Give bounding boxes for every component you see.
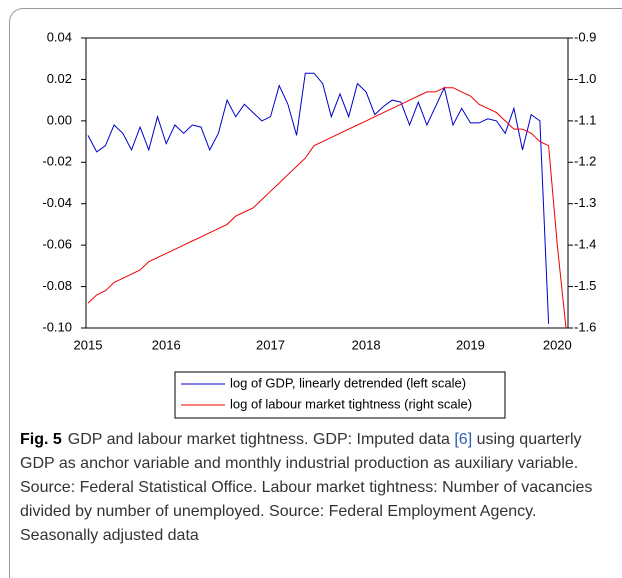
y-tick-label: -0.10	[42, 319, 72, 334]
caption-label: Fig. 5	[20, 431, 62, 448]
y2-tick-label: -1.0	[574, 71, 596, 86]
y2-tick-label: -1.1	[574, 112, 596, 127]
x-tick-label: 2017	[256, 337, 285, 352]
series-line	[87, 72, 550, 324]
y2-tick-label: -1.4	[574, 237, 596, 252]
y-tick-label: -0.08	[42, 278, 72, 293]
caption-text: GDP and labour market tightness. GDP: Im…	[67, 431, 455, 448]
y-tick-label: 0.00	[47, 112, 72, 127]
caption-text: using quarterly GDP as anchor variable a…	[20, 431, 593, 544]
y2-tick-label: -1.3	[574, 195, 596, 210]
x-tick-label: 2018	[352, 337, 381, 352]
figure-frame	[9, 8, 622, 578]
plot-frame	[85, 37, 569, 329]
legend-box	[174, 371, 506, 419]
y2-tick-label: -1.6	[574, 319, 596, 334]
legend-label: log of GDP, linearly detrended (left sca…	[230, 375, 466, 390]
x-tick-label: 2015	[74, 337, 103, 352]
x-tick-label: 2016	[152, 337, 181, 352]
y-tick-label: 0.04	[47, 29, 72, 44]
y2-tick-label: -1.5	[574, 278, 596, 293]
chart: 0.04 0.02 0.00 -0.02 -0.04 -0.06 -0.08 -0.10 -0.…	[42, 29, 596, 419]
x-tick-label: 2020	[543, 337, 572, 352]
legend-label: log of labour market tightness (right sc…	[230, 396, 472, 411]
y-tick-label: -0.04	[42, 195, 72, 210]
y-tick-label: -0.02	[42, 154, 72, 169]
caption-ref: [6]	[454, 431, 473, 448]
series-line	[87, 87, 567, 329]
y-tick-label: 0.02	[47, 71, 72, 86]
y2-tick-label: -0.9	[574, 29, 596, 44]
x-tick-label: 2019	[456, 337, 485, 352]
y-tick-label: -0.06	[42, 237, 72, 252]
y2-tick-label: -1.2	[574, 154, 596, 169]
caption: Fig. 5 GDP and labour market tightness. G…	[20, 428, 616, 548]
